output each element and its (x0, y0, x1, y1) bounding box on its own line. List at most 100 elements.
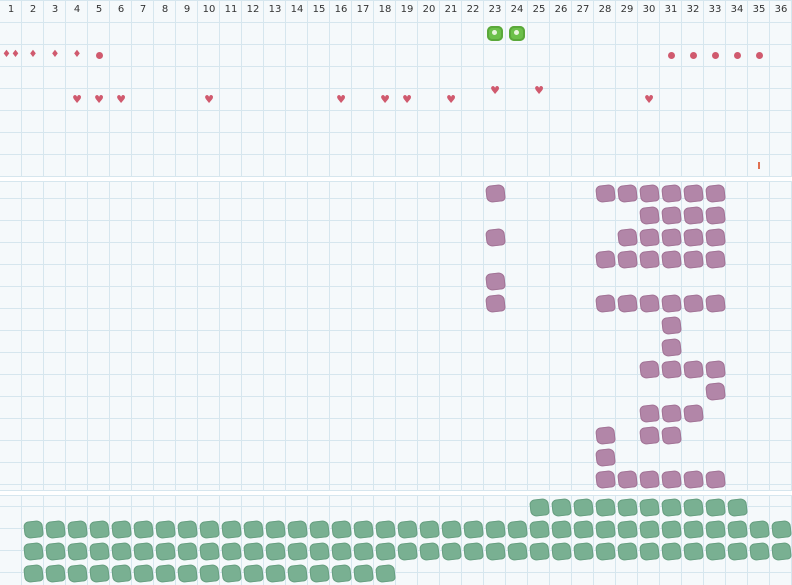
green-block[interactable] (660, 518, 682, 540)
green-block[interactable] (44, 562, 66, 584)
green-block[interactable] (132, 540, 154, 562)
green-block[interactable] (242, 540, 264, 562)
purple-block[interactable] (660, 424, 682, 446)
green-block[interactable] (440, 540, 462, 562)
heart-icon[interactable]: ♥ (330, 88, 352, 110)
green-block[interactable] (330, 562, 352, 584)
green-block[interactable] (440, 518, 462, 540)
purple-block[interactable] (704, 358, 726, 380)
green-block[interactable] (572, 496, 594, 518)
purple-block[interactable] (638, 402, 660, 424)
green-block[interactable] (682, 540, 704, 562)
green-block[interactable] (638, 496, 660, 518)
purple-block[interactable] (682, 292, 704, 314)
purple-block[interactable] (660, 248, 682, 270)
green-block[interactable] (770, 540, 792, 562)
sprout-icon[interactable] (484, 22, 506, 44)
green-block[interactable] (594, 540, 616, 562)
green-block[interactable] (44, 518, 66, 540)
green-block[interactable] (374, 518, 396, 540)
dot-icon[interactable] (704, 44, 726, 66)
green-block[interactable] (22, 562, 44, 584)
green-block[interactable] (396, 518, 418, 540)
green-block[interactable] (550, 496, 572, 518)
green-block[interactable] (704, 540, 726, 562)
purple-block[interactable] (704, 292, 726, 314)
green-block[interactable] (682, 518, 704, 540)
heart-icon[interactable]: ♥ (374, 88, 396, 110)
heart-icon[interactable]: ♥ (638, 88, 660, 110)
heart-icon[interactable]: ♥ (198, 88, 220, 110)
purple-block[interactable] (660, 336, 682, 358)
green-block[interactable] (418, 518, 440, 540)
green-block[interactable] (594, 496, 616, 518)
purple-block[interactable] (616, 226, 638, 248)
heart-icon[interactable]: ♥ (484, 79, 506, 101)
green-block[interactable] (704, 496, 726, 518)
purple-block[interactable] (484, 182, 506, 204)
green-block[interactable] (154, 540, 176, 562)
green-block[interactable] (506, 540, 528, 562)
green-block[interactable] (330, 518, 352, 540)
green-block[interactable] (352, 540, 374, 562)
green-block[interactable] (484, 518, 506, 540)
green-block[interactable] (528, 496, 550, 518)
green-block[interactable] (616, 540, 638, 562)
purple-block[interactable] (704, 226, 726, 248)
green-block[interactable] (286, 518, 308, 540)
green-block[interactable] (110, 562, 132, 584)
green-block[interactable] (550, 518, 572, 540)
purple-block[interactable] (594, 424, 616, 446)
green-block[interactable] (572, 518, 594, 540)
heart-icon[interactable]: ♥ (396, 88, 418, 110)
green-block[interactable] (660, 496, 682, 518)
green-block[interactable] (462, 518, 484, 540)
purple-block[interactable] (484, 226, 506, 248)
purple-block[interactable] (660, 358, 682, 380)
purple-block[interactable] (638, 358, 660, 380)
purple-block[interactable] (594, 248, 616, 270)
purple-block[interactable] (660, 468, 682, 490)
purple-block[interactable] (638, 204, 660, 226)
purple-block[interactable] (704, 468, 726, 490)
green-block[interactable] (726, 540, 748, 562)
green-block[interactable] (726, 518, 748, 540)
purple-block[interactable] (660, 314, 682, 336)
green-block[interactable] (418, 540, 440, 562)
green-block[interactable] (374, 562, 396, 584)
green-block[interactable] (770, 518, 792, 540)
dot-icon[interactable] (748, 44, 770, 66)
purple-block[interactable] (484, 270, 506, 292)
green-block[interactable] (88, 518, 110, 540)
purple-block[interactable] (682, 182, 704, 204)
purple-block[interactable] (594, 468, 616, 490)
purple-block[interactable] (594, 292, 616, 314)
green-block[interactable] (110, 518, 132, 540)
green-block[interactable] (176, 518, 198, 540)
green-block[interactable] (22, 540, 44, 562)
purple-block[interactable] (660, 182, 682, 204)
heart-icon[interactable]: ♥ (88, 88, 110, 110)
green-block[interactable] (88, 540, 110, 562)
green-block[interactable] (176, 562, 198, 584)
green-block[interactable] (242, 562, 264, 584)
green-block[interactable] (220, 540, 242, 562)
purple-block[interactable] (660, 204, 682, 226)
green-block[interactable] (22, 518, 44, 540)
green-block[interactable] (550, 540, 572, 562)
green-block[interactable] (44, 540, 66, 562)
purple-block[interactable] (638, 424, 660, 446)
green-block[interactable] (396, 540, 418, 562)
purple-block[interactable] (484, 292, 506, 314)
green-block[interactable] (198, 518, 220, 540)
green-block[interactable] (528, 540, 550, 562)
dot-icon[interactable] (726, 44, 748, 66)
purple-block[interactable] (660, 292, 682, 314)
dot-icon[interactable] (88, 44, 110, 66)
purple-block[interactable] (682, 402, 704, 424)
green-block[interactable] (726, 496, 748, 518)
green-block[interactable] (352, 562, 374, 584)
green-block[interactable] (66, 562, 88, 584)
drop-icon[interactable]: ♦ (44, 44, 66, 66)
